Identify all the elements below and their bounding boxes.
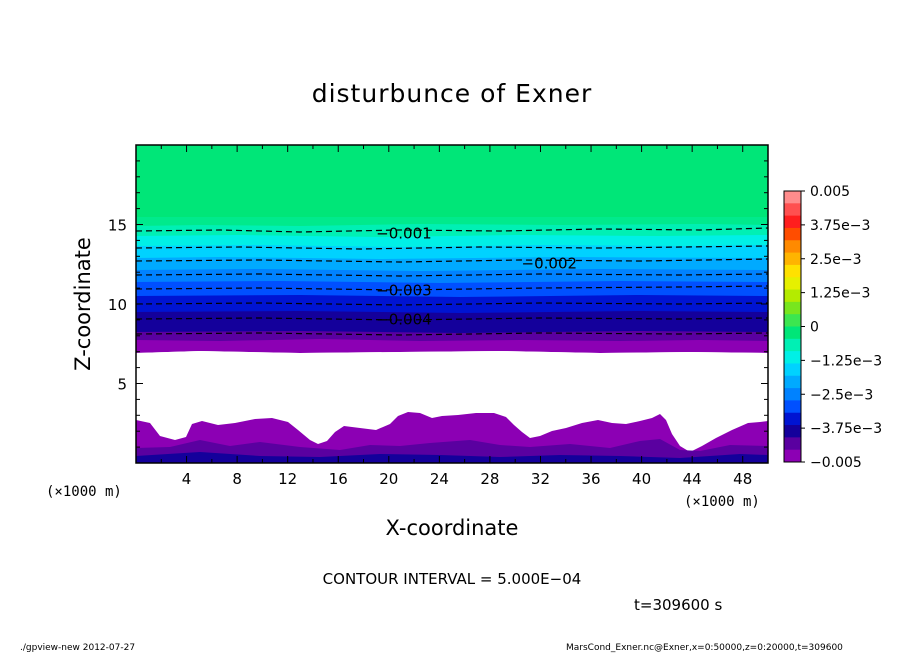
- x-axis: 4 8 12 16 20 24 28 32 36 40 44 48: [160, 145, 752, 488]
- field-upper: [136, 145, 768, 217]
- x-tick-label: 20: [379, 470, 398, 488]
- colorbar-label: −3.75e−3: [810, 421, 882, 437]
- x-tick-label: 28: [480, 470, 499, 488]
- y-tick-label: 15: [108, 217, 127, 235]
- x-tick-label: 40: [632, 470, 651, 488]
- y-axis-title: Z-coordinate: [71, 237, 95, 371]
- colorbar-swatch: [784, 400, 801, 414]
- y-axis: 5 10 15: [108, 160, 768, 448]
- x-tick-label: 32: [531, 470, 550, 488]
- y-unit-note: (×1000 m): [46, 484, 122, 500]
- x-tick-label: 48: [733, 470, 752, 488]
- colorbar: [784, 191, 801, 463]
- colorbar-swatch: [784, 289, 801, 303]
- contour-label-layer: −0.001 −0.002 −0.003 −0.004: [376, 224, 578, 328]
- contour-line: [136, 285, 768, 291]
- contour-interval: CONTOUR INTERVAL = 5.000E−04: [323, 570, 582, 588]
- colorbar-label: −1.25e−3: [810, 353, 882, 369]
- colorbar-swatch: [784, 363, 801, 377]
- contour-line: [136, 302, 768, 306]
- contour-label: −0.002: [522, 255, 578, 273]
- y-tick-label: 10: [108, 296, 127, 314]
- contour-label: −0.004: [376, 310, 432, 328]
- contour-line: [136, 332, 768, 336]
- colorbar-swatch: [784, 227, 801, 241]
- x-tick-label: 8: [232, 470, 242, 488]
- colorbar-swatch: [784, 388, 801, 401]
- contour-line: [136, 258, 768, 263]
- colorbar-swatch: [784, 240, 801, 254]
- footer-right: MarsCond_Exner.nc@Exner,x=0:50000,z=0:20…: [566, 643, 843, 653]
- x-axis-title: X-coordinate: [386, 516, 519, 540]
- contour-label: −0.003: [376, 282, 432, 300]
- colorbar-swatch: [784, 277, 801, 291]
- x-tick-label: 16: [329, 470, 348, 488]
- colorbar-label: 0.005: [810, 184, 850, 200]
- colorbar-swatch: [784, 412, 801, 426]
- x-tick-label: 12: [278, 470, 297, 488]
- colorbar-swatch: [784, 191, 801, 204]
- colorbar-label: 1.25e−3: [810, 286, 870, 302]
- time-label: t=309600 s: [634, 596, 722, 614]
- colorbar-swatch: [784, 375, 801, 389]
- colorbar-label: 2.5e−3: [810, 252, 862, 268]
- y-tick-label: 5: [117, 376, 127, 394]
- chart-title: disturbunce of Exner: [312, 79, 593, 108]
- colorbar-swatch: [784, 437, 801, 451]
- colorbar-label: 0: [810, 320, 819, 336]
- colorbar-swatch: [784, 326, 801, 340]
- x-unit-note: (×1000 m): [684, 494, 760, 510]
- colorbar-label: −2.5e−3: [810, 387, 873, 403]
- colorbar-labels: 0.005 3.75e−3 2.5e−3 1.25e−3 0 −1.25e−3 −2.5e−…: [801, 184, 882, 471]
- contour-label: −0.001: [376, 224, 432, 242]
- field-band: [136, 452, 768, 463]
- field-band: [136, 339, 768, 353]
- colorbar-swatch: [784, 338, 801, 352]
- contour-line: [136, 227, 768, 233]
- x-tick-label: 24: [430, 470, 449, 488]
- plot-area: −0.001 −0.002 −0.003 −0.004: [136, 145, 768, 463]
- colorbar-swatch: [784, 252, 801, 266]
- x-tick-label: 4: [182, 470, 192, 488]
- colorbar-swatch: [784, 264, 801, 278]
- contour-line: [136, 245, 768, 250]
- contour-line: [136, 273, 768, 277]
- x-tick-label: 36: [581, 470, 600, 488]
- colorbar-label: 3.75e−3: [810, 218, 870, 234]
- contour-line: [136, 317, 768, 321]
- x-tick-label: 44: [683, 470, 702, 488]
- colorbar-swatch: [784, 449, 801, 463]
- footer-left: ./gpview-new 2012-07-27: [20, 643, 135, 653]
- colorbar-swatch: [784, 425, 801, 438]
- colorbar-swatch: [784, 215, 801, 229]
- field-band: [136, 217, 768, 226]
- colorbar-swatch: [784, 203, 801, 217]
- colorbar-label: −0.005: [810, 455, 862, 471]
- colorbar-swatch: [784, 351, 801, 364]
- colorbar-swatch: [784, 301, 801, 315]
- colorbar-swatch: [784, 314, 801, 327]
